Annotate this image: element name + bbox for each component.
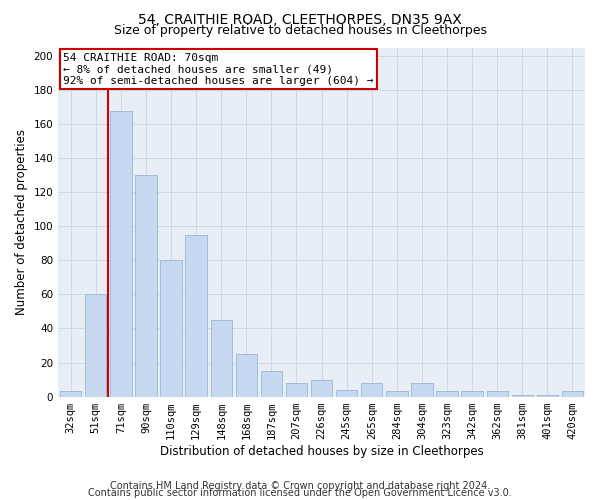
Text: 54, CRAITHIE ROAD, CLEETHORPES, DN35 9AX: 54, CRAITHIE ROAD, CLEETHORPES, DN35 9AX [138, 12, 462, 26]
Bar [411, 383, 433, 396]
Text: Size of property relative to detached houses in Cleethorpes: Size of property relative to detached ho… [113, 24, 487, 37]
Bar [537, 395, 558, 396]
Bar [436, 392, 458, 396]
Bar [286, 383, 307, 396]
Bar [562, 392, 583, 396]
Y-axis label: Number of detached properties: Number of detached properties [15, 129, 28, 315]
X-axis label: Distribution of detached houses by size in Cleethorpes: Distribution of detached houses by size … [160, 444, 484, 458]
Text: Contains HM Land Registry data © Crown copyright and database right 2024.: Contains HM Land Registry data © Crown c… [110, 481, 490, 491]
Bar [160, 260, 182, 396]
Bar [110, 110, 131, 397]
Bar [85, 294, 106, 396]
Text: 54 CRAITHIE ROAD: 70sqm
← 8% of detached houses are smaller (49)
92% of semi-det: 54 CRAITHIE ROAD: 70sqm ← 8% of detached… [64, 52, 374, 86]
Bar [487, 392, 508, 396]
Bar [261, 371, 282, 396]
Bar [512, 395, 533, 396]
Bar [136, 175, 157, 396]
Bar [336, 390, 358, 396]
Bar [311, 380, 332, 396]
Bar [211, 320, 232, 396]
Bar [386, 392, 407, 396]
Bar [236, 354, 257, 397]
Text: Contains public sector information licensed under the Open Government Licence v3: Contains public sector information licen… [88, 488, 512, 498]
Bar [60, 392, 82, 396]
Bar [361, 383, 382, 396]
Bar [185, 235, 207, 396]
Bar [461, 392, 483, 396]
